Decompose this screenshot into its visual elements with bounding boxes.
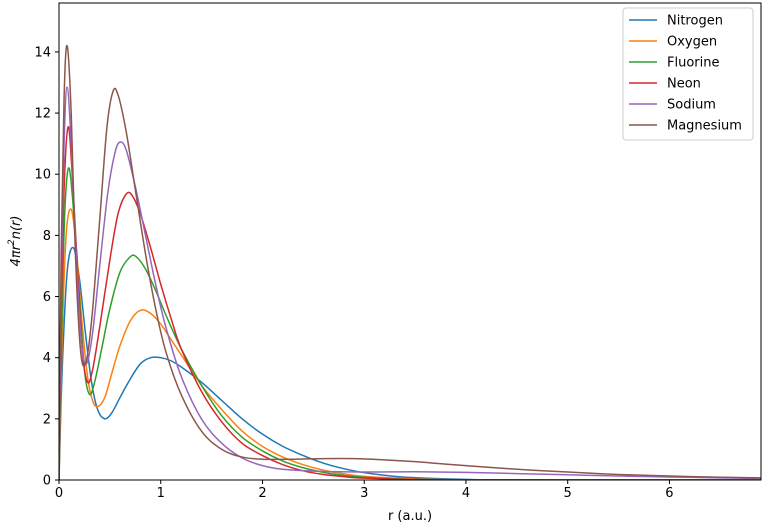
x-tick-label: 3 xyxy=(360,486,368,501)
y-tick-label: 0 xyxy=(43,474,51,489)
legend-label: Magnesium xyxy=(667,119,742,134)
plot-frame xyxy=(58,2,762,481)
series-line-nitrogen xyxy=(59,246,761,480)
y-tick-label: 2 xyxy=(43,412,51,427)
y-tick-label: 12 xyxy=(34,107,51,122)
y-tick-label: 4 xyxy=(43,351,51,366)
y-tick-label: 10 xyxy=(34,168,51,183)
x-tick-label: 4 xyxy=(462,486,470,501)
series-layer xyxy=(59,45,761,480)
legend-label: Nitrogen xyxy=(667,14,723,29)
x-tick-label: 2 xyxy=(258,486,266,501)
legend-label: Oxygen xyxy=(667,35,717,50)
x-axis-label: r (a.u.) xyxy=(388,509,432,524)
y-tick-label: 14 xyxy=(34,45,51,60)
x-tick-label: 1 xyxy=(157,486,165,501)
legend-label: Fluorine xyxy=(667,56,719,71)
y-tick-label: 8 xyxy=(43,229,51,244)
x-tick-label: 5 xyxy=(564,486,572,501)
legend: Nitrogen Oxygen Fluorine Neon Sodium Magnesiu… xyxy=(622,7,754,141)
legend-label: Neon xyxy=(667,77,701,92)
y-tick-label: 6 xyxy=(43,290,51,305)
y-axis-label: 4πr2n(r) xyxy=(7,216,24,267)
legend-label: Sodium xyxy=(667,98,716,113)
x-tick-label: 0 xyxy=(55,486,63,501)
series-line-magnesium xyxy=(59,45,761,480)
x-tick-label: 6 xyxy=(665,486,673,501)
